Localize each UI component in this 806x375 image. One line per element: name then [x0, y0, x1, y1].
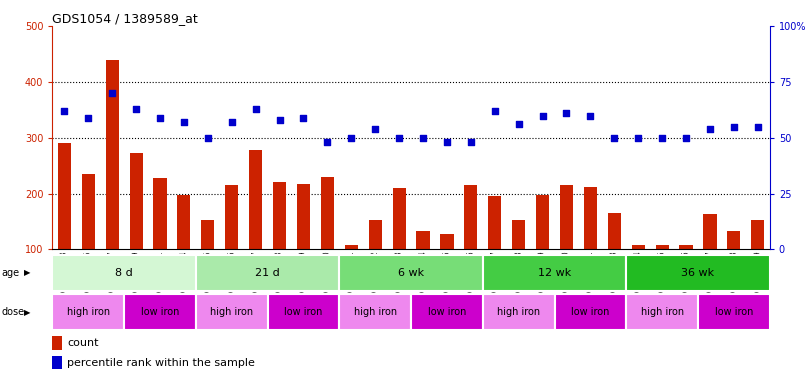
Bar — [751, 220, 764, 305]
Point — [632, 135, 645, 141]
Bar — [368, 220, 382, 305]
Point — [153, 115, 166, 121]
Text: low iron: low iron — [571, 307, 609, 317]
Bar — [626, 294, 698, 330]
Bar — [411, 294, 483, 330]
Text: dose: dose — [2, 307, 25, 317]
Point — [202, 135, 214, 141]
Text: percentile rank within the sample: percentile rank within the sample — [67, 358, 255, 368]
Bar — [339, 294, 411, 330]
Point — [130, 106, 143, 112]
Text: low iron: low iron — [715, 307, 753, 317]
Bar — [560, 185, 573, 305]
Bar — [483, 294, 555, 330]
Point — [584, 112, 596, 118]
Point — [536, 112, 549, 118]
Bar — [130, 153, 143, 305]
Bar — [321, 177, 334, 305]
Point — [751, 124, 764, 130]
Bar — [177, 195, 190, 305]
Bar — [202, 220, 214, 305]
Text: ▶: ▶ — [24, 268, 31, 278]
Bar — [393, 188, 405, 305]
Bar — [81, 174, 95, 305]
Bar — [196, 255, 339, 291]
Text: count: count — [67, 338, 98, 348]
Bar — [225, 185, 239, 305]
Bar — [608, 213, 621, 305]
Bar — [488, 196, 501, 305]
Bar — [483, 255, 626, 291]
Point — [464, 139, 477, 145]
Bar — [440, 234, 454, 305]
Bar — [58, 143, 71, 305]
Bar — [124, 294, 196, 330]
Bar — [704, 214, 717, 305]
Point — [345, 135, 358, 141]
Point — [177, 119, 190, 125]
Bar — [339, 255, 483, 291]
Point — [655, 135, 668, 141]
Text: 12 wk: 12 wk — [538, 268, 571, 278]
Point — [704, 126, 717, 132]
Text: high iron: high iron — [354, 307, 397, 317]
Bar — [464, 185, 477, 305]
Text: low iron: low iron — [141, 307, 179, 317]
Text: low iron: low iron — [285, 307, 322, 317]
Bar — [555, 294, 626, 330]
Bar — [297, 183, 310, 305]
Text: 8 d: 8 d — [115, 268, 133, 278]
Text: 6 wk: 6 wk — [398, 268, 424, 278]
Point — [440, 139, 453, 145]
Bar — [52, 356, 62, 369]
Point — [417, 135, 430, 141]
Text: high iron: high iron — [210, 307, 253, 317]
Text: 36 wk: 36 wk — [681, 268, 715, 278]
Point — [560, 110, 573, 116]
Point — [58, 108, 71, 114]
Bar — [52, 336, 62, 350]
Bar — [632, 245, 645, 305]
Text: high iron: high iron — [67, 307, 110, 317]
Text: low iron: low iron — [428, 307, 466, 317]
Bar — [196, 294, 268, 330]
Text: age: age — [2, 268, 19, 278]
Text: high iron: high iron — [497, 307, 540, 317]
Point — [297, 115, 310, 121]
Point — [513, 122, 526, 128]
Point — [608, 135, 621, 141]
Bar — [106, 60, 118, 305]
Bar — [345, 245, 358, 305]
Point — [273, 117, 286, 123]
Point — [249, 106, 262, 112]
Bar — [536, 195, 549, 305]
Text: ▶: ▶ — [24, 308, 31, 316]
Bar — [249, 150, 262, 305]
Bar — [417, 231, 430, 305]
Bar — [655, 245, 669, 305]
Bar — [584, 187, 597, 305]
Bar — [512, 220, 526, 305]
Bar — [153, 178, 167, 305]
Bar — [268, 294, 339, 330]
Point — [393, 135, 405, 141]
Bar — [626, 255, 770, 291]
Point — [488, 108, 501, 114]
Text: GDS1054 / 1389589_at: GDS1054 / 1389589_at — [52, 12, 198, 25]
Point — [679, 135, 692, 141]
Bar — [698, 294, 770, 330]
Point — [106, 90, 118, 96]
Point — [225, 119, 239, 125]
Text: high iron: high iron — [641, 307, 683, 317]
Point — [727, 124, 740, 130]
Bar — [52, 255, 196, 291]
Text: 21 d: 21 d — [256, 268, 280, 278]
Point — [81, 115, 95, 121]
Point — [321, 139, 334, 145]
Bar — [273, 183, 286, 305]
Bar — [679, 245, 692, 305]
Bar — [727, 231, 741, 305]
Bar — [52, 294, 124, 330]
Point — [368, 126, 382, 132]
